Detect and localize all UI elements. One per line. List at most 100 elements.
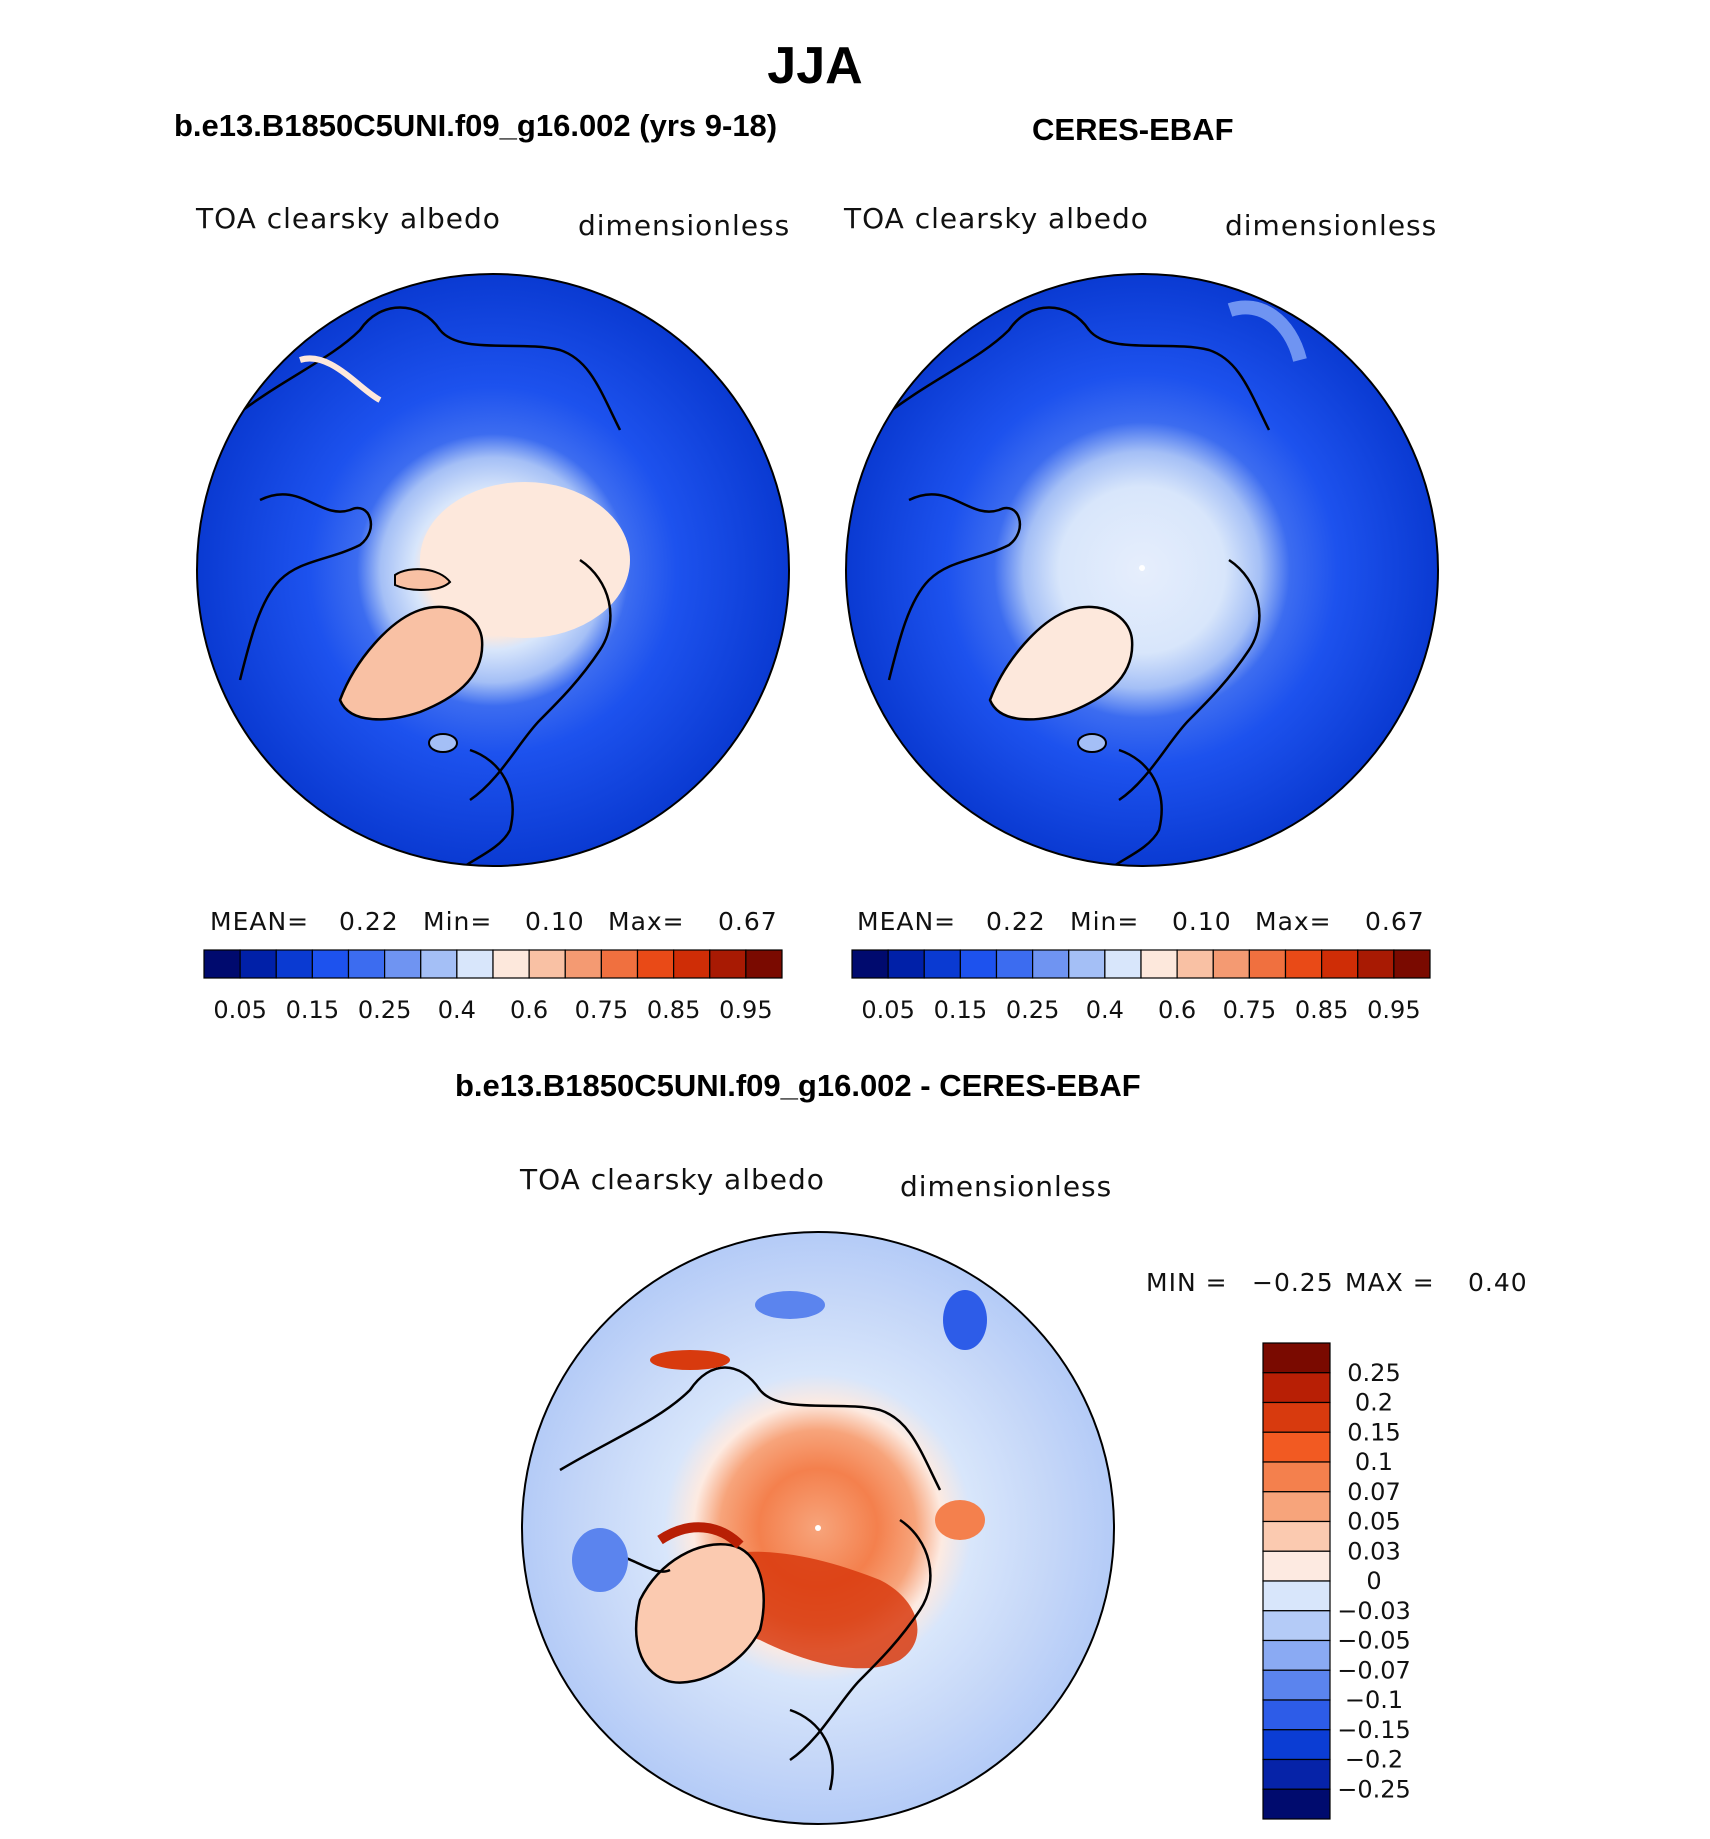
observation-colorbar-swatch bbox=[1393, 949, 1431, 979]
model-colorbar-swatch bbox=[347, 949, 386, 979]
difference-min-label: MIN = bbox=[1146, 1268, 1228, 1297]
model-colorbar-tick-label: 0.95 bbox=[719, 996, 772, 1024]
observation-colorbar-tick-label: 0.6 bbox=[1158, 996, 1196, 1024]
difference-colorbar-swatch bbox=[1262, 1788, 1331, 1820]
difference-colorbar-swatch bbox=[1262, 1610, 1331, 1642]
difference-colorbar-swatch bbox=[1262, 1550, 1331, 1582]
panel2-variable: TOA clearsky albedo bbox=[844, 202, 1149, 235]
difference-colorbar-tick-label: −0.15 bbox=[1337, 1716, 1411, 1744]
observation-colorbar-swatch bbox=[1284, 949, 1323, 979]
observation-colorbar-swatch bbox=[1104, 949, 1142, 979]
observation-colorbar-tick-label: 0.4 bbox=[1086, 996, 1124, 1024]
panel2-min-value: 0.10 bbox=[1172, 907, 1232, 936]
observation-colorbar-tick-label: 0.95 bbox=[1367, 996, 1420, 1024]
panel1-mean-value: 0.22 bbox=[339, 907, 399, 936]
difference-max-value: 0.40 bbox=[1468, 1268, 1528, 1297]
model-colorbar-tick-label: 0.6 bbox=[510, 996, 548, 1024]
difference-colorbar-swatch bbox=[1262, 1699, 1331, 1731]
observation-colorbar-swatch bbox=[995, 949, 1034, 979]
observation-colorbar-tick-label: 0.75 bbox=[1223, 996, 1276, 1024]
difference-colorbar-tick-label: 0.03 bbox=[1347, 1537, 1400, 1565]
difference-colorbar-tick-label: −0.2 bbox=[1345, 1746, 1403, 1774]
main-title: JJA bbox=[767, 37, 863, 95]
difference-colorbar-tick-label: 0.25 bbox=[1347, 1359, 1400, 1387]
difference-colorbar-tick-label: −0.25 bbox=[1337, 1775, 1411, 1803]
difference-colorbar-tick-label: −0.03 bbox=[1337, 1597, 1411, 1625]
model-colorbar-swatch bbox=[203, 949, 241, 979]
difference-colorbar-tick-label: −0.05 bbox=[1337, 1627, 1411, 1655]
model-colorbar-swatch bbox=[528, 949, 566, 979]
observation-colorbar-tick-label: 0.15 bbox=[934, 996, 987, 1024]
model-colorbar-swatch bbox=[492, 949, 530, 979]
model-colorbar-swatch bbox=[673, 949, 711, 979]
model-colorbar-swatch bbox=[564, 949, 602, 979]
model-colorbar-swatch bbox=[239, 949, 277, 979]
model-colorbar-tick-label: 0.25 bbox=[358, 996, 411, 1024]
panel1-max-value: 0.67 bbox=[718, 907, 778, 936]
difference-colorbar-tick-label: −0.07 bbox=[1337, 1656, 1411, 1684]
observation-colorbar-tick-label: 0.05 bbox=[861, 996, 914, 1024]
model-colorbar-swatch bbox=[636, 949, 675, 979]
observation-colorbar-tick-label: 0.25 bbox=[1006, 996, 1059, 1024]
observation-colorbar-swatch bbox=[1321, 949, 1359, 979]
difference-colorbar: 0.250.20.150.10.070.050.030−0.03−0.05−0.… bbox=[1262, 1342, 1411, 1820]
panel1-mean-label: MEAN= bbox=[210, 907, 310, 936]
difference-colorbar-swatch bbox=[1262, 1372, 1331, 1404]
difference-title: b.e13.B1850C5UNI.f09_g16.002 - CERES-EBA… bbox=[455, 1068, 1141, 1103]
panel1-title: b.e13.B1850C5UNI.f09_g16.002 (yrs 9-18) bbox=[174, 108, 778, 143]
difference-polar-map bbox=[521, 1231, 1115, 1825]
observation-colorbar-swatch bbox=[923, 949, 961, 979]
difference-colorbar-swatch bbox=[1262, 1580, 1331, 1612]
observation-colorbar-swatch bbox=[887, 949, 925, 979]
model-colorbar-tick-label: 0.4 bbox=[438, 996, 476, 1024]
observation-colorbar-swatch bbox=[1212, 949, 1250, 979]
model-colorbar-tick-label: 0.15 bbox=[286, 996, 339, 1024]
panel1-min-label: Min= bbox=[423, 907, 493, 936]
model-colorbar-tick-label: 0.75 bbox=[575, 996, 628, 1024]
panel2-mean-label: MEAN= bbox=[857, 907, 957, 936]
panel1-variable: TOA clearsky albedo bbox=[196, 202, 501, 235]
observation-colorbar-swatch bbox=[1140, 949, 1178, 979]
difference-colorbar-swatch bbox=[1262, 1639, 1331, 1671]
model-colorbar-tick-label: 0.05 bbox=[213, 996, 266, 1024]
model-colorbar-swatch bbox=[275, 949, 313, 979]
difference-colorbar-tick-label: 0.2 bbox=[1355, 1389, 1393, 1417]
observation-colorbar-swatch bbox=[1032, 949, 1070, 979]
panel1-min-value: 0.10 bbox=[525, 907, 585, 936]
difference-colorbar-swatch bbox=[1262, 1342, 1331, 1374]
model-colorbar-swatch bbox=[600, 949, 639, 979]
model-colorbar: 0.05 0.15 0.25 0.4 0.6 0.75 0.85 0.95 bbox=[203, 949, 783, 1024]
observation-colorbar: 0.05 0.15 0.25 0.4 0.6 0.75 0.85 0.95 bbox=[851, 949, 1431, 1024]
difference-colorbar-swatch bbox=[1262, 1729, 1331, 1761]
difference-colorbar-tick-label: −0.1 bbox=[1345, 1686, 1403, 1714]
difference-units: dimensionless bbox=[900, 1170, 1113, 1203]
panel1-units: dimensionless bbox=[578, 209, 791, 242]
observation-colorbar-swatch bbox=[1248, 949, 1287, 979]
model-colorbar-swatch bbox=[420, 949, 458, 979]
panel2-max-value: 0.67 bbox=[1365, 907, 1425, 936]
difference-colorbar-swatch bbox=[1262, 1461, 1331, 1493]
model-colorbar-swatch bbox=[384, 949, 422, 979]
model-colorbar-swatch bbox=[311, 949, 350, 979]
observation-colorbar-swatch bbox=[1357, 949, 1395, 979]
observation-colorbar-swatch bbox=[959, 949, 998, 979]
model-polar-map bbox=[196, 273, 790, 867]
difference-colorbar-tick-label: 0.1 bbox=[1355, 1448, 1393, 1476]
observation-polar-map bbox=[845, 273, 1439, 867]
difference-max-label: MAX = bbox=[1345, 1268, 1435, 1297]
difference-colorbar-tick-label: 0.15 bbox=[1347, 1418, 1400, 1446]
observation-colorbar-swatch bbox=[851, 949, 889, 979]
panel2-min-label: Min= bbox=[1070, 907, 1140, 936]
difference-colorbar-tick-label: 0.07 bbox=[1347, 1478, 1400, 1506]
difference-colorbar-swatch bbox=[1262, 1520, 1331, 1552]
observation-colorbar-tick-label: 0.85 bbox=[1295, 996, 1348, 1024]
difference-colorbar-tick-label: 0.05 bbox=[1347, 1508, 1400, 1536]
difference-colorbar-swatch bbox=[1262, 1401, 1331, 1433]
difference-variable: TOA clearsky albedo bbox=[520, 1163, 825, 1196]
panel1-max-label: Max= bbox=[608, 907, 685, 936]
difference-colorbar-swatch bbox=[1262, 1491, 1331, 1523]
model-colorbar-swatch bbox=[745, 949, 783, 979]
panel2-units: dimensionless bbox=[1225, 209, 1438, 242]
observation-colorbar-swatch bbox=[1176, 949, 1214, 979]
